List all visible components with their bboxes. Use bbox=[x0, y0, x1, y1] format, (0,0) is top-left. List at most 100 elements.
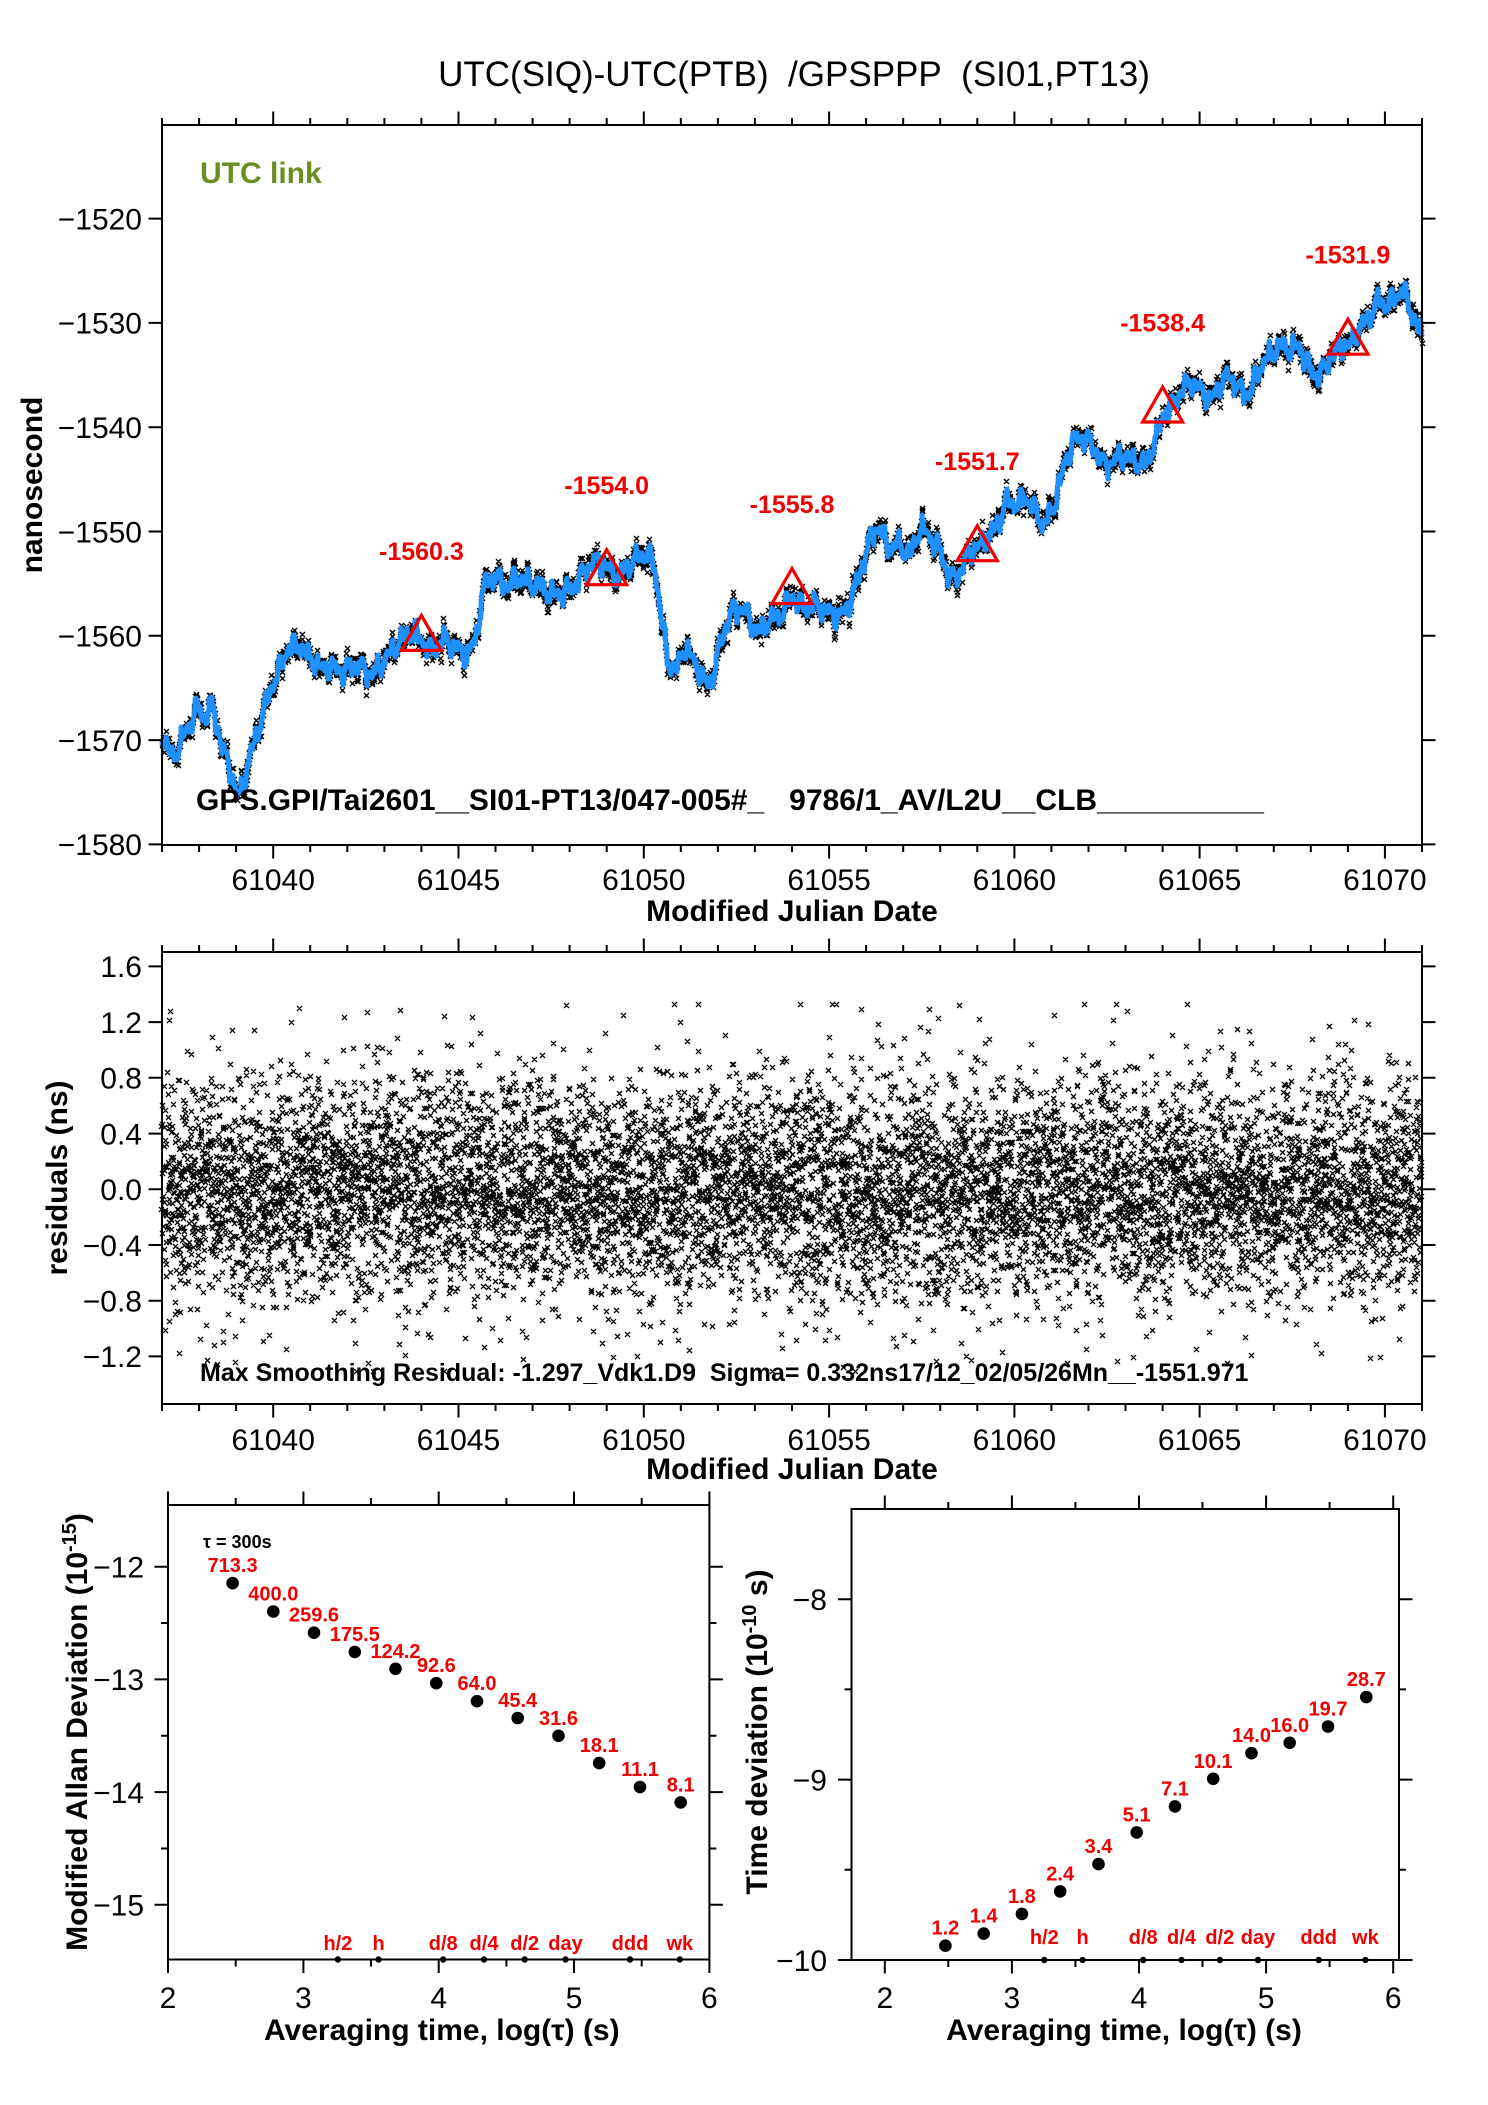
svg-text:1.6: 1.6 bbox=[100, 951, 142, 984]
svg-text:31.6: 31.6 bbox=[539, 1708, 578, 1730]
svg-text:5: 5 bbox=[566, 1982, 583, 2015]
svg-text:2.4: 2.4 bbox=[1046, 1863, 1075, 1885]
svg-text:11.1: 11.1 bbox=[621, 1759, 659, 1781]
svg-text:Modified Allan Deviation (10-1: Modified Allan Deviation (10-15) bbox=[59, 1513, 94, 1951]
svg-text:residuals (ns): residuals (ns) bbox=[41, 1080, 74, 1275]
svg-text:1.2: 1.2 bbox=[100, 1007, 142, 1040]
svg-text:7.1: 7.1 bbox=[1161, 1778, 1189, 1800]
svg-text:0.0: 0.0 bbox=[100, 1174, 142, 1207]
svg-text:GPS.GPI/Tai2601__SI01-PT13/047: GPS.GPI/Tai2601__SI01-PT13/047-005#_ 978… bbox=[196, 784, 1264, 817]
svg-text:61045: 61045 bbox=[417, 1424, 500, 1457]
svg-text:−0.8: −0.8 bbox=[83, 1286, 142, 1319]
svg-text:61065: 61065 bbox=[1158, 864, 1241, 897]
svg-text:14.0: 14.0 bbox=[1232, 1725, 1271, 1747]
svg-text:10.1: 10.1 bbox=[1194, 1751, 1233, 1773]
svg-text:wk: wk bbox=[665, 1933, 694, 1955]
svg-text:61060: 61060 bbox=[973, 1424, 1056, 1457]
svg-text:h/2: h/2 bbox=[323, 1933, 352, 1955]
svg-text:day: day bbox=[1241, 1927, 1276, 1949]
svg-text:61040: 61040 bbox=[231, 1424, 314, 1457]
svg-text:−12: −12 bbox=[93, 1552, 144, 1585]
svg-text:2: 2 bbox=[160, 1982, 177, 2015]
svg-text:−1570: −1570 bbox=[58, 725, 142, 758]
svg-text:16.0: 16.0 bbox=[1270, 1715, 1309, 1737]
svg-text:d/8: d/8 bbox=[429, 1933, 458, 1955]
svg-text:UTC link: UTC link bbox=[200, 157, 322, 190]
svg-text:713.3: 713.3 bbox=[208, 1555, 258, 1577]
svg-text:61065: 61065 bbox=[1158, 1424, 1241, 1457]
svg-text:-1538.4: -1538.4 bbox=[1120, 310, 1205, 338]
svg-text:Averaging time, log(τ) (s): Averaging time, log(τ) (s) bbox=[264, 2014, 620, 2047]
svg-text:ddd: ddd bbox=[612, 1933, 649, 1955]
svg-text:−1520: −1520 bbox=[58, 203, 142, 236]
svg-text:18.1: 18.1 bbox=[580, 1735, 619, 1757]
svg-text:61045: 61045 bbox=[417, 864, 500, 897]
svg-text:1.2: 1.2 bbox=[931, 1918, 959, 1940]
svg-text:−8: −8 bbox=[793, 1584, 827, 1617]
svg-text:Modified Julian Date: Modified Julian Date bbox=[646, 1453, 938, 1486]
svg-text:−14: −14 bbox=[93, 1777, 144, 1810]
svg-text:61070: 61070 bbox=[1343, 1424, 1426, 1457]
svg-text:3: 3 bbox=[1004, 1982, 1021, 2015]
svg-text:61055: 61055 bbox=[787, 1424, 870, 1457]
svg-text:1.4: 1.4 bbox=[970, 1906, 999, 1928]
svg-text:-1560.3: -1560.3 bbox=[379, 538, 464, 566]
svg-text:3: 3 bbox=[295, 1982, 312, 2015]
svg-text:−1.2: −1.2 bbox=[83, 1341, 142, 1374]
svg-text:61040: 61040 bbox=[231, 864, 314, 897]
svg-text:61070: 61070 bbox=[1343, 864, 1426, 897]
svg-text:d/4: d/4 bbox=[1167, 1927, 1197, 1949]
svg-text:64.0: 64.0 bbox=[458, 1673, 497, 1695]
svg-text:45.4: 45.4 bbox=[498, 1690, 538, 1712]
svg-text:−15: −15 bbox=[93, 1890, 144, 1923]
svg-text:−1540: −1540 bbox=[58, 412, 142, 445]
svg-text:Averaging time, log(τ) (s): Averaging time, log(τ) (s) bbox=[946, 2014, 1302, 2047]
svg-text:2: 2 bbox=[876, 1982, 893, 2015]
svg-text:5.1: 5.1 bbox=[1123, 1804, 1151, 1826]
svg-text:τ = 300s: τ = 300s bbox=[203, 1532, 272, 1552]
svg-text:Time deviation (10-10 s): Time deviation (10-10 s) bbox=[739, 1569, 774, 1894]
svg-text:61050: 61050 bbox=[602, 1424, 685, 1457]
svg-text:-1554.0: -1554.0 bbox=[564, 472, 649, 500]
svg-text:−10: −10 bbox=[776, 1945, 827, 1978]
svg-text:−1580: −1580 bbox=[58, 829, 142, 862]
svg-text:-1531.9: -1531.9 bbox=[1306, 242, 1391, 270]
svg-text:0.8: 0.8 bbox=[100, 1063, 142, 1096]
svg-text:4: 4 bbox=[1131, 1982, 1148, 2015]
svg-text:nanosecond: nanosecond bbox=[16, 397, 49, 574]
svg-text:6: 6 bbox=[1385, 1982, 1402, 2015]
svg-text:4: 4 bbox=[430, 1982, 447, 2015]
svg-text:3.4: 3.4 bbox=[1085, 1836, 1114, 1858]
svg-text:wk: wk bbox=[1351, 1927, 1380, 1949]
svg-text:−1550: −1550 bbox=[58, 516, 142, 549]
svg-text:61050: 61050 bbox=[602, 864, 685, 897]
svg-text:61060: 61060 bbox=[973, 864, 1056, 897]
svg-text:8.1: 8.1 bbox=[667, 1774, 695, 1796]
svg-text:259.6: 259.6 bbox=[289, 1605, 339, 1627]
svg-text:h: h bbox=[372, 1933, 384, 1955]
svg-text:Max Smoothing Residual: -1.297: Max Smoothing Residual: -1.297_Vdk1.D9 S… bbox=[200, 1359, 1249, 1387]
svg-text:−1560: −1560 bbox=[58, 621, 142, 654]
svg-text:0.4: 0.4 bbox=[100, 1118, 142, 1151]
svg-text:-1555.8: -1555.8 bbox=[750, 491, 835, 519]
svg-text:400.0: 400.0 bbox=[248, 1584, 298, 1606]
svg-text:day: day bbox=[548, 1933, 583, 1955]
svg-text:ddd: ddd bbox=[1300, 1927, 1337, 1949]
svg-text:1.8: 1.8 bbox=[1008, 1886, 1036, 1908]
svg-text:124.2: 124.2 bbox=[370, 1641, 420, 1663]
svg-text:175.5: 175.5 bbox=[330, 1624, 380, 1646]
svg-text:6: 6 bbox=[701, 1982, 718, 2015]
svg-text:−9: −9 bbox=[793, 1764, 827, 1797]
svg-text:−13: −13 bbox=[93, 1664, 144, 1697]
svg-text:d/2: d/2 bbox=[510, 1933, 539, 1955]
svg-text:−0.4: −0.4 bbox=[83, 1230, 142, 1263]
svg-text:Modified Julian Date: Modified Julian Date bbox=[646, 895, 938, 928]
svg-text:92.6: 92.6 bbox=[417, 1655, 456, 1677]
svg-text:5: 5 bbox=[1258, 1982, 1275, 2015]
svg-text:h/2: h/2 bbox=[1030, 1927, 1059, 1949]
svg-text:UTC(SIQ)-UTC(PTB) /GPSPPP (S: UTC(SIQ)-UTC(PTB) /GPSPPP (SI01,PT13) bbox=[438, 55, 1150, 94]
svg-text:d/8: d/8 bbox=[1129, 1927, 1158, 1949]
svg-text:d/2: d/2 bbox=[1205, 1927, 1234, 1949]
svg-text:19.7: 19.7 bbox=[1309, 1699, 1348, 1721]
svg-text:d/4: d/4 bbox=[470, 1933, 500, 1955]
